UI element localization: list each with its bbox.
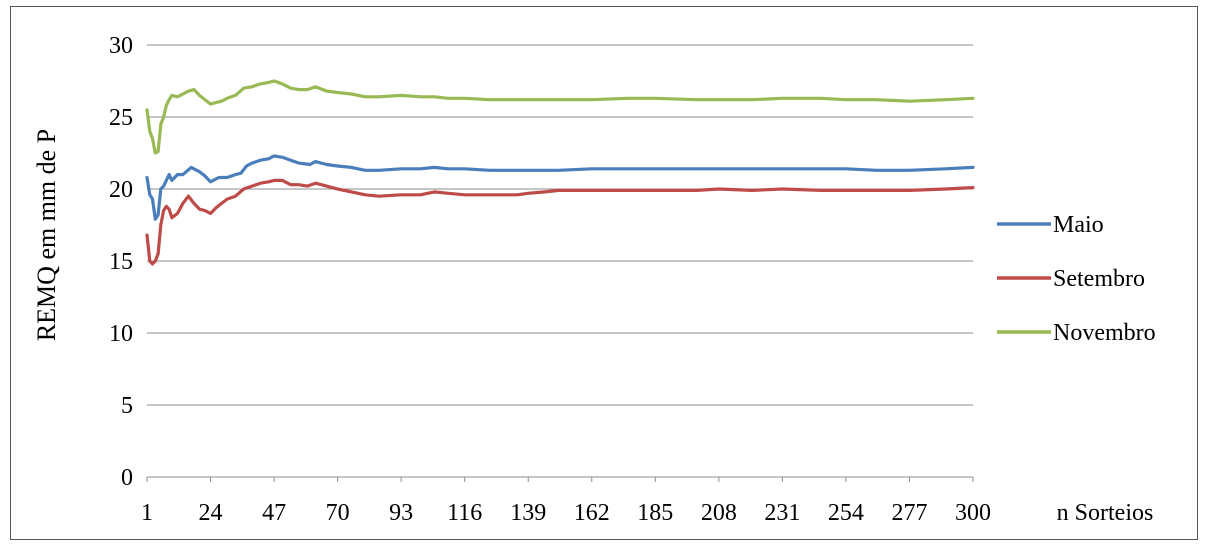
gridlines	[147, 44, 973, 478]
y-tick-label: 5	[121, 393, 133, 419]
x-tick-label: 300	[955, 500, 991, 526]
series-lines	[145, 79, 975, 266]
y-tick-label: 0	[121, 465, 133, 491]
x-tick-label: 185	[637, 500, 673, 526]
y-tick-label: 20	[109, 177, 133, 203]
x-axis-label: n Sorteios	[1057, 500, 1154, 526]
x-tick-label: 231	[764, 500, 800, 526]
series-line-setembro	[145, 178, 975, 266]
legend-label-novembro: Novembro	[1053, 320, 1156, 346]
legend-label-setembro: Setembro	[1053, 266, 1145, 292]
y-tick-label: 30	[109, 33, 133, 59]
x-tick-label: 254	[828, 500, 864, 526]
legend-label-maio: Maio	[1053, 212, 1104, 238]
x-axis-ticks: 1 24 47 70 93 116 139 162 185 208 231 254 277 300	[141, 477, 991, 526]
line-chart: 0 5 10 15 20 25 30 1 24 47 70 93 116 139 162 185 208 231…	[32, 33, 1156, 526]
x-tick-label: 208	[701, 500, 737, 526]
series-line-novembro	[145, 79, 975, 155]
x-tick-label: 70	[326, 500, 350, 526]
y-tick-label: 15	[109, 249, 133, 275]
legend: Maio Setembro Novembro	[997, 212, 1156, 346]
x-tick-label: 1	[141, 500, 153, 526]
y-axis-label: REMQ em mm de P	[32, 129, 61, 341]
x-tick-label: 93	[389, 500, 413, 526]
y-tick-label: 25	[109, 105, 133, 131]
x-tick-label: 277	[891, 500, 927, 526]
y-axis-ticks: 0 5 10 15 20 25 30	[109, 33, 133, 491]
chart-frame: 0 5 10 15 20 25 30 1 24 47 70 93 116 139 162 185 208 231…	[10, 6, 1198, 540]
x-tick-label: 162	[574, 500, 610, 526]
series-line-maio	[145, 154, 975, 221]
x-tick-label: 139	[510, 500, 546, 526]
x-tick-label: 24	[199, 500, 223, 526]
x-tick-label: 116	[447, 500, 482, 526]
y-tick-label: 10	[109, 321, 133, 347]
x-tick-label: 47	[262, 500, 286, 526]
